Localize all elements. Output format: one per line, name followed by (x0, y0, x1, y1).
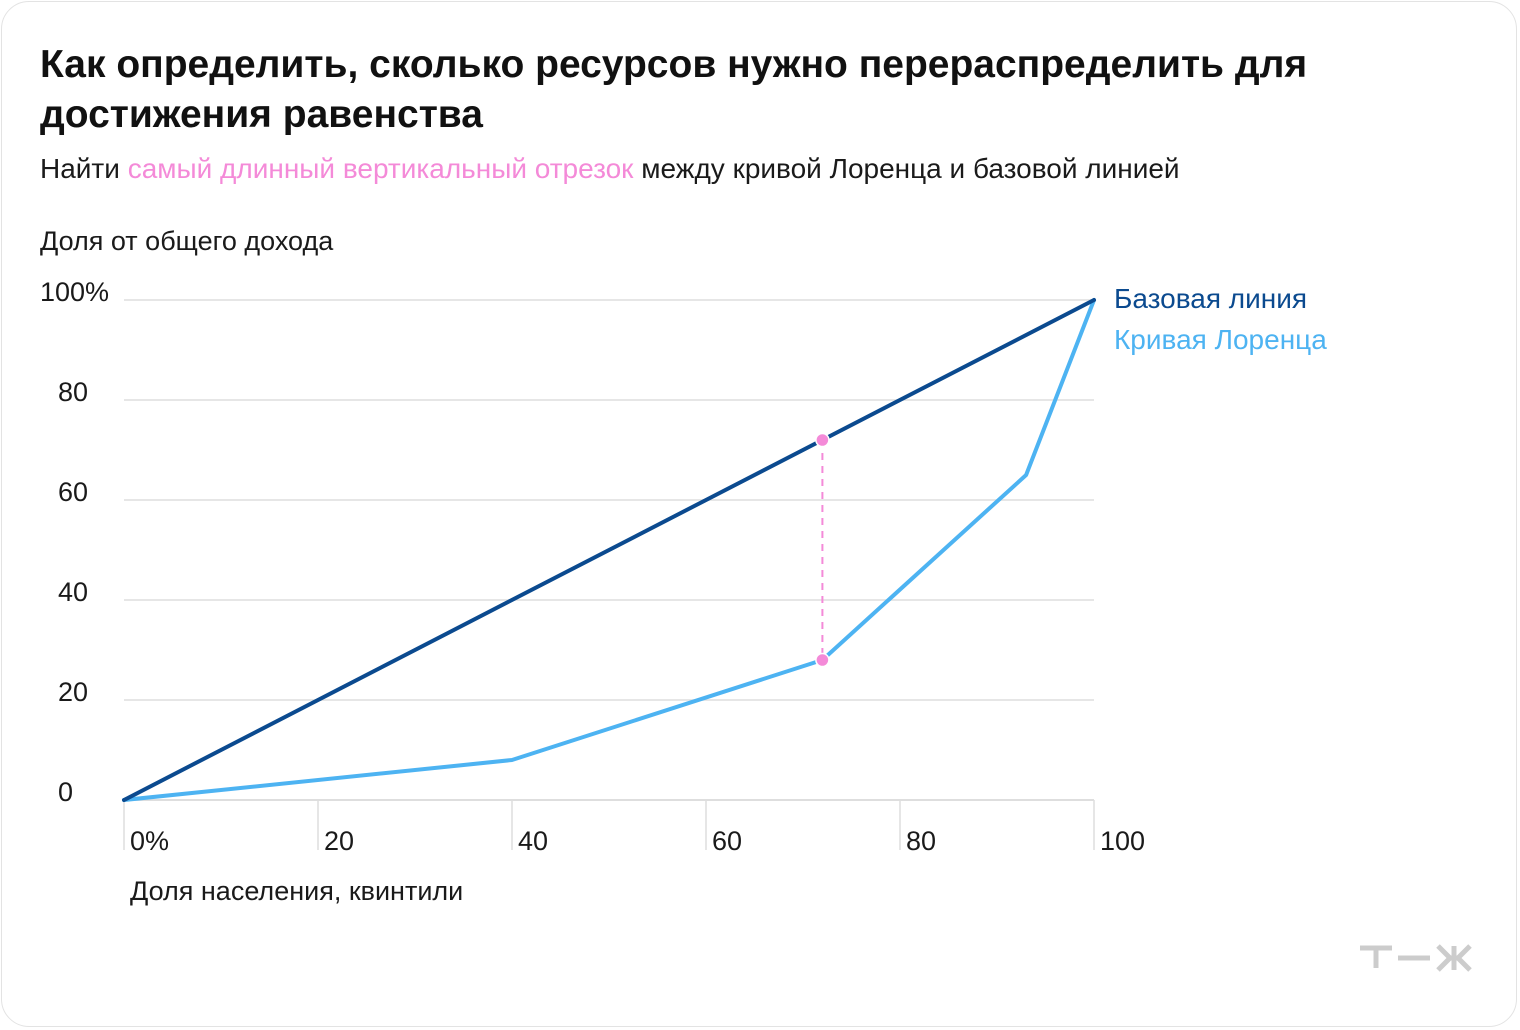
x-tick-label: 100 (1100, 826, 1145, 856)
legend-label: Кривая Лоренца (1114, 324, 1327, 355)
subtitle-highlight: самый длинный вертикальный отрезок (127, 153, 634, 184)
x-tick-label: 80 (906, 826, 936, 856)
subtitle-text-after: между кривой Лоренца и базовой линией (633, 153, 1180, 184)
legend: Базовая линия Кривая Лоренца (1114, 283, 1327, 355)
y-axis-label: Доля от общего дохода (40, 226, 334, 256)
tzh-logo-icon (1360, 944, 1472, 972)
y-tick-label: 100% (40, 277, 109, 307)
chart-title: Как определить, сколько ресурсов нужно п… (40, 43, 1308, 136)
x-axis-label: Доля населения, квинтили (130, 876, 463, 906)
grid-lines (123, 299, 1095, 850)
x-tick-label: 40 (518, 826, 548, 856)
legend-label: Базовая линия (1114, 283, 1307, 314)
segment-top-dot (815, 432, 830, 448)
x-tick-label: 60 (712, 826, 742, 856)
chart-subtitle: Найти самый длинный вертикальный отрезок… (40, 150, 1180, 188)
tick-labels: 100% 80 60 40 20 0 0% 20 40 60 80 100 (40, 277, 1145, 856)
series-line (122, 298, 1096, 802)
y-tick-label: 0 (58, 777, 73, 807)
x-tick-label: 20 (324, 826, 354, 856)
y-tick-label: 60 (58, 477, 88, 507)
subtitle-text-before: Найти (40, 153, 128, 184)
y-tick-label: 80 (58, 377, 88, 407)
y-tick-label: 20 (58, 677, 88, 707)
segment-bottom-dot (815, 652, 830, 668)
annotation (815, 432, 830, 668)
y-tick-label: 40 (58, 577, 88, 607)
x-tick-label: 0% (130, 826, 169, 856)
series-lines (122, 298, 1096, 802)
